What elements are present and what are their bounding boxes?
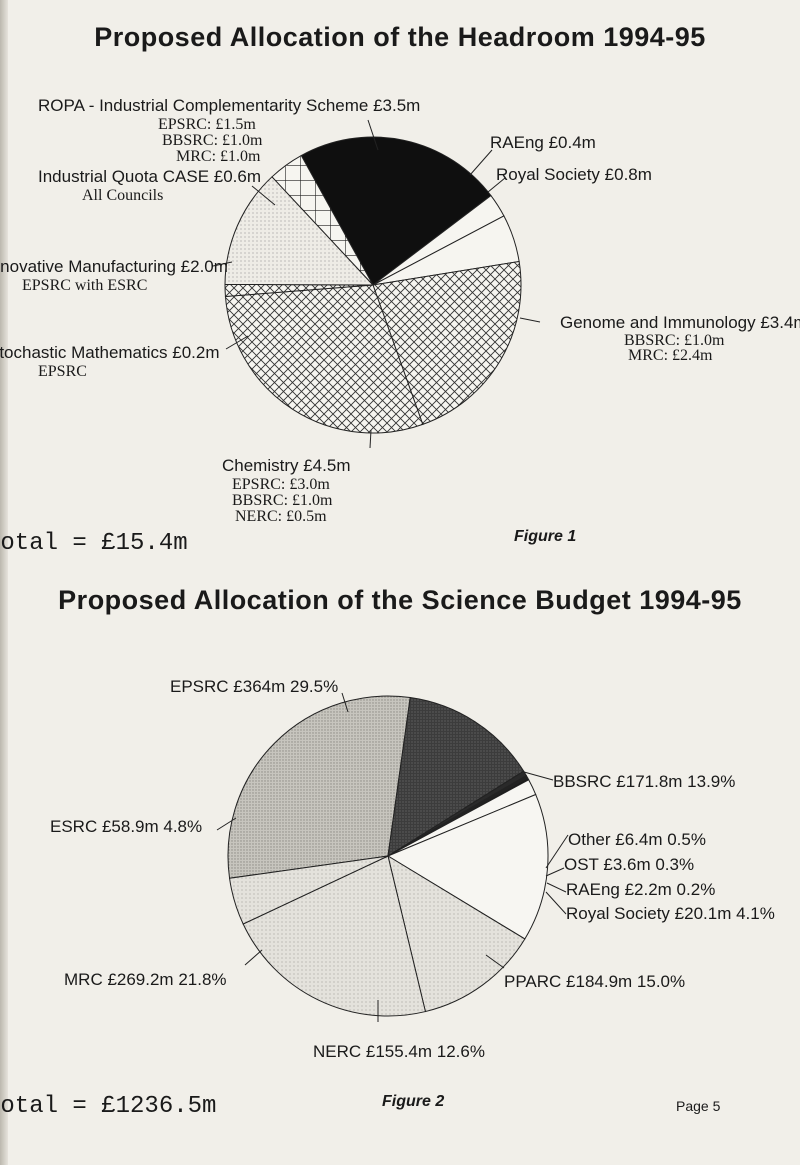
- label-chemistry: Chemistry £4.5m: [222, 456, 351, 475]
- label-case: Industrial Quota CASE £0.6m: [38, 167, 262, 186]
- pie-slice-genome-and-immunology: [372, 260, 522, 426]
- label-nerc: NERC £155.4m 12.6%: [313, 1042, 485, 1061]
- figure2-total: Total = £1236.5m: [0, 1093, 217, 1120]
- pie2-leader-lines: [216, 692, 569, 1022]
- label-stochastic-sub: EPSRC: [38, 363, 87, 380]
- label-stochastic: Stochastic Mathematics £0.2m: [0, 343, 220, 362]
- figure1-caption: Figure 1: [514, 528, 577, 545]
- label-raeng: RAEng £0.4m: [490, 133, 596, 152]
- label-pparc: PPARC £184.9m 15.0%: [504, 972, 686, 991]
- label-royal-society: Royal Society £0.8m: [496, 165, 652, 184]
- label-raeng-2: RAEng £2.2m 0.2%: [566, 880, 716, 899]
- pie-slice-innovative-manufacturing: [224, 176, 375, 286]
- label-ropa-epsrc: EPSRC: £1.5m: [158, 116, 256, 133]
- pie1-leader-lines: [212, 119, 541, 449]
- pie-chart-science-budget: [227, 695, 549, 1017]
- pie-slice-bbsrc: [387, 696, 525, 857]
- pie-slice-nerc: [387, 854, 526, 1013]
- label-mrc: MRC £269.2m 21.8%: [64, 970, 227, 989]
- label-chemistry-bbsrc: BBSRC: £1.0m: [232, 492, 333, 509]
- pie-slice-esrc: [228, 855, 389, 925]
- label-genome: Genome and Immunology £3.4m: [560, 313, 800, 332]
- pie-slice-industrial-quota-case: [271, 154, 374, 286]
- pie-slice-ropa-industrial-complementarity-scheme: [300, 136, 492, 286]
- label-case-sub: All Councils: [82, 187, 164, 204]
- label-other: Other £6.4m 0.5%: [568, 830, 706, 849]
- pie-slice-pparc: [386, 793, 549, 940]
- pie-slice-chemistry: [224, 284, 424, 434]
- label-royal-society-2: Royal Society £20.1m 4.1%: [566, 904, 775, 923]
- label-bbsrc: BBSRC £171.8m 13.9%: [553, 772, 736, 791]
- pie-slice-epsrc: [227, 695, 411, 879]
- figure2-title: Proposed Allocation of the Science Budge…: [58, 585, 742, 615]
- label-ropa: ROPA - Industrial Complementarity Scheme…: [38, 96, 421, 115]
- pie-slice-mrc: [242, 855, 427, 1017]
- label-genome-mrc: MRC: £2.4m: [628, 347, 713, 364]
- page-number: Page 5: [676, 1098, 721, 1114]
- label-chemistry-epsrc: EPSRC: £3.0m: [232, 476, 330, 493]
- label-esrc: ESRC £58.9m 4.8%: [50, 817, 203, 836]
- label-manufacturing: Innovative Manufacturing £2.0m: [0, 257, 228, 276]
- label-manufacturing-sub: EPSRC with ESRC: [22, 277, 148, 294]
- figure1-title: Proposed Allocation of the Headroom 1994…: [94, 22, 706, 52]
- label-ost: OST £3.6m 0.3%: [564, 855, 695, 874]
- label-genome-bbsrc: BBSRC: £1.0m: [624, 332, 725, 349]
- label-chemistry-nerc: NERC: £0.5m: [235, 508, 327, 525]
- label-epsrc: EPSRC £364m 29.5%: [170, 677, 339, 696]
- page-left-edge: [0, 0, 8, 1165]
- figure2-caption: Figure 2: [382, 1093, 445, 1110]
- figure1-total: Total = £15.4m: [0, 530, 188, 557]
- label-ropa-bbsrc: BBSRC: £1.0m: [162, 132, 263, 149]
- pie-chart-headroom: [224, 136, 522, 434]
- label-ropa-mrc: MRC: £1.0m: [176, 148, 261, 165]
